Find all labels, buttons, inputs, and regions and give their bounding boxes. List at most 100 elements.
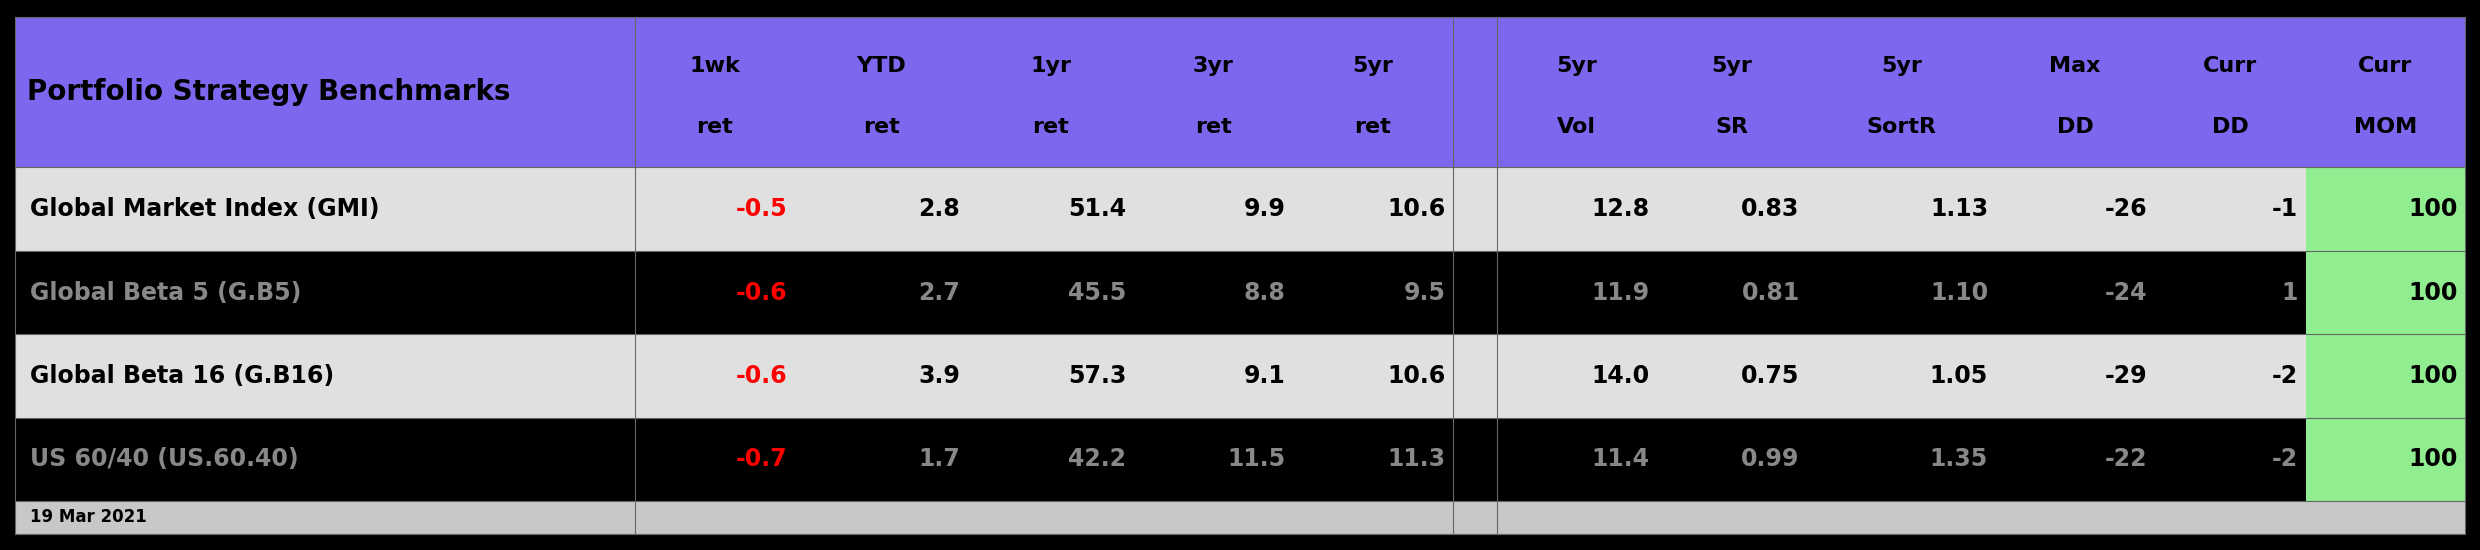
- Text: -2: -2: [2272, 364, 2299, 388]
- Bar: [1292, 334, 1453, 417]
- Bar: [1453, 417, 1498, 501]
- Bar: [1657, 251, 1808, 334]
- Bar: [15, 16, 2465, 167]
- Text: 1yr: 1yr: [1029, 56, 1071, 76]
- Bar: [1657, 334, 1808, 417]
- Text: DD: DD: [2056, 117, 2093, 136]
- Text: 1.13: 1.13: [1929, 197, 1989, 221]
- Bar: [1996, 334, 2155, 417]
- Bar: [1133, 417, 1292, 501]
- Text: 5yr: 5yr: [1711, 56, 1753, 76]
- Bar: [2155, 167, 2306, 251]
- Text: ret: ret: [863, 117, 900, 136]
- Text: Vol: Vol: [1557, 117, 1597, 136]
- Text: Curr: Curr: [2358, 56, 2413, 76]
- Bar: [794, 417, 967, 501]
- Bar: [1292, 417, 1453, 501]
- Text: 1.05: 1.05: [1929, 364, 1989, 388]
- Bar: [967, 251, 1133, 334]
- Text: -29: -29: [2106, 364, 2148, 388]
- Text: 3yr: 3yr: [1193, 56, 1235, 76]
- Text: 1: 1: [2282, 280, 2299, 305]
- Bar: [1996, 417, 2155, 501]
- Text: Global Beta 16 (G.B16): Global Beta 16 (G.B16): [30, 364, 335, 388]
- Bar: [15, 251, 635, 334]
- Bar: [1808, 251, 1996, 334]
- Text: 10.6: 10.6: [1386, 364, 1446, 388]
- Bar: [2155, 334, 2306, 417]
- Bar: [1133, 334, 1292, 417]
- Bar: [794, 334, 967, 417]
- Text: 11.5: 11.5: [1228, 448, 1285, 471]
- Text: 0.81: 0.81: [1741, 280, 1800, 305]
- Text: 100: 100: [2408, 197, 2458, 221]
- Bar: [1808, 334, 1996, 417]
- Text: 100: 100: [2408, 448, 2458, 471]
- Bar: [1453, 251, 1498, 334]
- Text: 5yr: 5yr: [1352, 56, 1394, 76]
- Bar: [2306, 251, 2465, 334]
- Bar: [794, 167, 967, 251]
- Text: 0.75: 0.75: [1741, 364, 1800, 388]
- Text: 9.1: 9.1: [1245, 364, 1285, 388]
- Text: 10.6: 10.6: [1386, 197, 1446, 221]
- Bar: [15, 417, 635, 501]
- Text: 51.4: 51.4: [1069, 197, 1126, 221]
- Bar: [1996, 167, 2155, 251]
- Bar: [967, 334, 1133, 417]
- Text: ret: ret: [1354, 117, 1391, 136]
- Text: ret: ret: [1195, 117, 1233, 136]
- Text: 11.3: 11.3: [1386, 448, 1446, 471]
- Text: ret: ret: [1032, 117, 1069, 136]
- Text: 8.8: 8.8: [1245, 280, 1285, 305]
- Text: -0.6: -0.6: [737, 280, 786, 305]
- Bar: [967, 417, 1133, 501]
- Bar: [15, 334, 635, 417]
- Text: 5yr: 5yr: [1880, 56, 1922, 76]
- Text: -2: -2: [2272, 448, 2299, 471]
- Text: Global Market Index (GMI): Global Market Index (GMI): [30, 197, 379, 221]
- Text: 12.8: 12.8: [1592, 197, 1649, 221]
- Bar: [1133, 251, 1292, 334]
- Text: -24: -24: [2106, 280, 2148, 305]
- Text: 45.5: 45.5: [1069, 280, 1126, 305]
- Text: 11.9: 11.9: [1592, 280, 1649, 305]
- Text: Max: Max: [2048, 56, 2101, 76]
- Bar: [635, 251, 794, 334]
- Text: Portfolio Strategy Benchmarks: Portfolio Strategy Benchmarks: [27, 78, 511, 106]
- Text: -0.6: -0.6: [737, 364, 786, 388]
- Text: ret: ret: [697, 117, 734, 136]
- Bar: [2306, 167, 2465, 251]
- Text: 9.9: 9.9: [1245, 197, 1285, 221]
- Text: Global Beta 5 (G.B5): Global Beta 5 (G.B5): [30, 280, 300, 305]
- Text: YTD: YTD: [856, 56, 905, 76]
- Bar: [1808, 417, 1996, 501]
- Bar: [1498, 334, 1657, 417]
- Text: -0.5: -0.5: [737, 197, 786, 221]
- Text: 19 Mar 2021: 19 Mar 2021: [30, 508, 146, 526]
- Text: 9.5: 9.5: [1404, 280, 1446, 305]
- Text: 2.7: 2.7: [918, 280, 960, 305]
- Bar: [967, 167, 1133, 251]
- Bar: [1657, 167, 1808, 251]
- Text: 5yr: 5yr: [1557, 56, 1597, 76]
- Bar: [635, 417, 794, 501]
- Bar: [1453, 167, 1498, 251]
- Bar: [635, 167, 794, 251]
- Text: MOM: MOM: [2354, 117, 2418, 136]
- Bar: [15, 167, 635, 251]
- Text: -1: -1: [2272, 197, 2299, 221]
- Text: 100: 100: [2408, 280, 2458, 305]
- Bar: [1657, 417, 1808, 501]
- Text: Curr: Curr: [2202, 56, 2257, 76]
- Text: -0.7: -0.7: [737, 448, 786, 471]
- Bar: [1133, 167, 1292, 251]
- Bar: [1292, 167, 1453, 251]
- Text: 0.83: 0.83: [1741, 197, 1800, 221]
- Text: 3.9: 3.9: [918, 364, 960, 388]
- Bar: [1996, 251, 2155, 334]
- Text: 1.7: 1.7: [918, 448, 960, 471]
- Text: 1wk: 1wk: [689, 56, 742, 76]
- Text: DD: DD: [2212, 117, 2249, 136]
- Text: 42.2: 42.2: [1069, 448, 1126, 471]
